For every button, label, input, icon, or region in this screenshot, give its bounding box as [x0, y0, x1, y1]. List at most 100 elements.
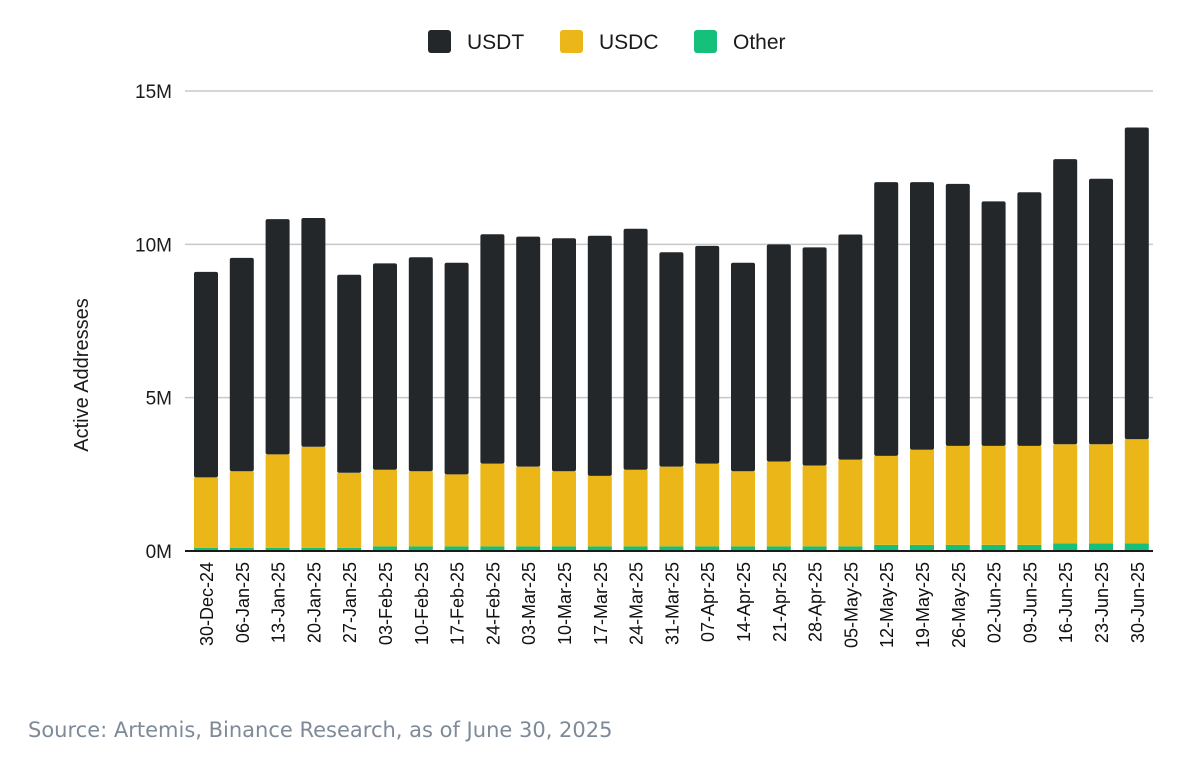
x-tick-label: 31-Mar-25	[662, 562, 682, 645]
x-tick-label: 05-May-25	[841, 562, 861, 648]
bar-usdc	[516, 466, 541, 547]
bar-usdt	[981, 201, 1006, 446]
y-tick-label: 10M	[135, 235, 172, 256]
bar-other	[838, 546, 863, 551]
legend-swatch-other	[694, 30, 717, 53]
bar-usdt	[945, 183, 970, 446]
bar-other	[516, 546, 541, 551]
y-tick-label: 15M	[135, 82, 172, 103]
legend-label: Other	[733, 31, 786, 54]
bar-usdc	[695, 463, 720, 547]
x-tick-label: 19-May-25	[913, 562, 933, 648]
bar-usdc	[194, 477, 218, 548]
x-tick-label: 26-May-25	[949, 562, 969, 648]
bar-other	[981, 544, 1006, 551]
bar-usdc	[373, 469, 397, 547]
bar-usdc	[229, 471, 254, 548]
bar-usdc	[731, 471, 755, 547]
bar-usdc	[301, 446, 326, 548]
bar-usdc	[623, 469, 648, 547]
bar-usdt	[874, 182, 899, 456]
bar-usdt	[444, 262, 469, 475]
bar-usdc	[1053, 444, 1078, 544]
bar-other	[1089, 543, 1113, 551]
bar-usdc	[552, 471, 576, 547]
x-tick-label: 16-Jun-25	[1056, 562, 1076, 643]
bar-other	[229, 547, 254, 551]
bar-other	[766, 546, 791, 551]
x-tick-label: 03-Feb-25	[376, 562, 396, 645]
bar-usdt	[838, 234, 863, 460]
x-tick-label: 07-Apr-25	[698, 562, 718, 642]
x-tick-label: 24-Mar-25	[627, 562, 647, 645]
x-tick-label: 12-May-25	[877, 562, 897, 648]
x-tick-label: 09-Jun-25	[1020, 562, 1040, 643]
bar-other	[695, 546, 720, 551]
bar-usdt	[265, 219, 290, 455]
bar-usdc	[587, 475, 612, 547]
bar-other	[623, 546, 648, 551]
bar-usdc	[766, 461, 791, 547]
bar-other	[659, 546, 684, 551]
bar-usdt	[731, 262, 755, 472]
bar-usdc	[659, 466, 684, 547]
bar-usdt	[766, 244, 791, 462]
x-tick-label: 20-Jan-25	[304, 562, 324, 643]
bar-usdc	[265, 454, 290, 548]
x-tick-label: 10-Mar-25	[555, 562, 575, 645]
x-tick-label: 06-Jan-25	[233, 562, 253, 643]
bar-other	[265, 547, 290, 551]
bar-usdc	[1089, 444, 1113, 544]
x-tick-label: 10-Feb-25	[412, 562, 432, 645]
bar-other	[910, 544, 934, 551]
x-tick-label: 14-Apr-25	[734, 562, 754, 642]
bar-other	[373, 546, 397, 551]
y-tick-label: 0M	[146, 542, 172, 563]
bar-usdc	[874, 455, 899, 545]
bar-other	[802, 546, 827, 551]
bar-usdt	[373, 263, 397, 470]
bar-other	[194, 547, 218, 551]
y-axis-title: Active Addresses	[71, 298, 93, 451]
x-tick-label: 28-Apr-25	[806, 562, 826, 642]
bar-usdt	[516, 236, 541, 467]
x-tick-label: 02-Jun-25	[985, 562, 1005, 643]
source-note: Source: Artemis, Binance Research, as of…	[28, 718, 613, 742]
bar-usdt	[1053, 159, 1078, 445]
bar-usdt	[659, 252, 684, 467]
bar-usdt	[1017, 192, 1042, 446]
bar-usdc	[945, 445, 970, 545]
bar-usdc	[480, 463, 505, 547]
bar-other	[337, 547, 362, 551]
x-tick-label: 24-Feb-25	[483, 562, 503, 645]
x-tick-label: 17-Mar-25	[591, 562, 611, 645]
bar-usdt	[623, 228, 648, 470]
bar-usdt	[552, 238, 576, 472]
legend-label: USDC	[599, 31, 659, 54]
bar-other	[1053, 543, 1078, 551]
bar-other	[301, 547, 326, 551]
bar-usdt	[194, 271, 218, 478]
x-tick-label: 27-Jan-25	[340, 562, 360, 643]
y-tick-label: 5M	[146, 389, 172, 410]
x-tick-label: 30-Dec-24	[197, 562, 217, 646]
bar-other	[408, 546, 433, 551]
bar-usdc	[802, 465, 827, 547]
bar-usdc	[981, 445, 1006, 545]
legend-swatch-usdc	[560, 30, 583, 53]
x-tick-label: 03-Mar-25	[519, 562, 539, 645]
bar-usdc	[444, 474, 469, 547]
bar-usdt	[337, 274, 362, 473]
bar-other	[874, 544, 899, 551]
bar-usdc	[838, 459, 863, 547]
bar-other	[1124, 543, 1149, 551]
bar-usdt	[408, 257, 433, 472]
bar-usdt	[587, 235, 612, 476]
bar-usdt	[1124, 127, 1149, 440]
x-tick-label: 17-Feb-25	[448, 562, 468, 645]
bar-usdc	[408, 471, 433, 547]
legend-swatch-usdt	[428, 30, 451, 53]
x-tick-label: 13-Jan-25	[269, 562, 289, 643]
bar-other	[480, 546, 505, 551]
